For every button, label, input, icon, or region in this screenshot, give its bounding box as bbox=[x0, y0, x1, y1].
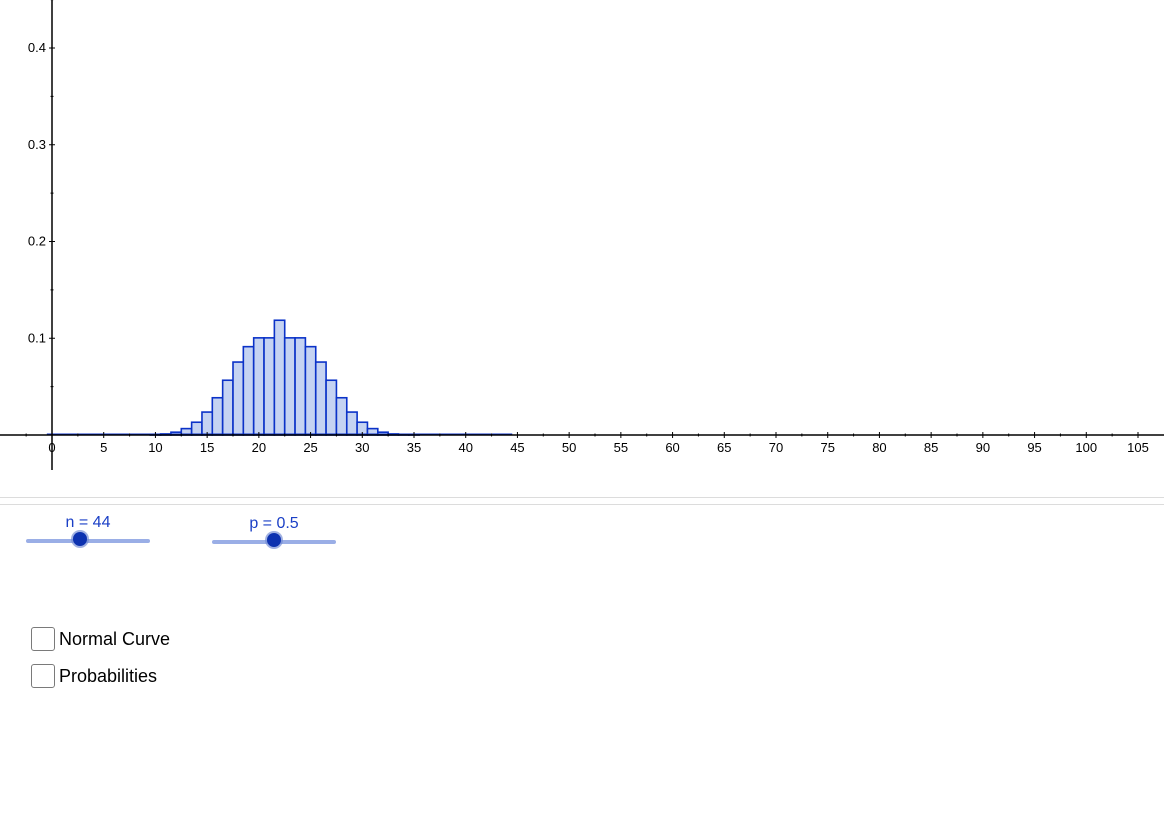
x-tick-label: 80 bbox=[872, 440, 886, 455]
histogram-bar bbox=[242, 345, 255, 436]
x-tick-label: 5 bbox=[100, 440, 107, 455]
axes: 0 5 10 15 20 25 30 35 40 45 50 55 60 65 70 75 80 85 90 95 10… bbox=[0, 0, 1164, 470]
x-tick-label: 0 bbox=[48, 440, 55, 455]
histogram-bar bbox=[263, 337, 276, 436]
x-tick-label: 65 bbox=[717, 440, 731, 455]
view-divider-bottom bbox=[0, 504, 1164, 505]
y-tick-label: 0.1 bbox=[28, 330, 46, 345]
histogram-bar bbox=[335, 396, 348, 436]
graphics-view[interactable]: 0 5 10 15 20 25 30 35 40 45 50 55 60 65 70 75 80 85 90 95 10… bbox=[0, 0, 1164, 470]
normal-curve-checkbox-row[interactable]: Normal Curve bbox=[31, 625, 170, 653]
histogram-bar bbox=[325, 379, 338, 436]
histogram-bar bbox=[283, 337, 296, 436]
slider-p-label: p = 0.5 bbox=[249, 515, 299, 532]
histogram-bar bbox=[345, 411, 358, 436]
histogram-bar bbox=[304, 345, 317, 436]
histogram-bar bbox=[314, 361, 327, 436]
histogram-bar bbox=[211, 396, 224, 436]
histogram-bar bbox=[273, 319, 286, 436]
slider-n-label: n = 44 bbox=[65, 514, 111, 531]
x-tick-label: 20 bbox=[252, 440, 266, 455]
histogram-bar bbox=[294, 337, 307, 436]
x-tick-label: 60 bbox=[665, 440, 679, 455]
slider-n-knob[interactable] bbox=[72, 532, 87, 546]
histogram-bar bbox=[190, 421, 203, 436]
slider-n-track[interactable] bbox=[26, 539, 150, 543]
y-tick-label: 0.3 bbox=[28, 137, 46, 152]
x-tick-label: 75 bbox=[820, 440, 834, 455]
y-tick-label: 0.4 bbox=[28, 40, 46, 55]
histogram-bar bbox=[252, 337, 265, 436]
x-tick-label: 50 bbox=[562, 440, 576, 455]
x-tick-label: 35 bbox=[407, 440, 421, 455]
x-tick-label: 100 bbox=[1075, 440, 1097, 455]
probabilities-checkbox-row[interactable]: Probabilities bbox=[31, 662, 157, 690]
slider-p-knob[interactable] bbox=[267, 533, 281, 547]
histogram-bars bbox=[46, 319, 513, 436]
normal-curve-label[interactable]: Normal Curve bbox=[59, 628, 171, 649]
x-tick-label: 95 bbox=[1027, 440, 1041, 455]
x-tick-label: 40 bbox=[458, 440, 472, 455]
x-tick-label: 85 bbox=[924, 440, 938, 455]
y-tick-label: 0.2 bbox=[28, 234, 46, 249]
x-tick-label: 10 bbox=[148, 440, 162, 455]
x-tick-label: 25 bbox=[303, 440, 317, 455]
probabilities-label[interactable]: Probabilities bbox=[59, 665, 158, 686]
x-tick-label: 70 bbox=[769, 440, 783, 455]
x-tick-label: 15 bbox=[200, 440, 214, 455]
histogram-bar bbox=[232, 361, 245, 436]
x-tick-label: 55 bbox=[614, 440, 628, 455]
histogram-bar bbox=[201, 411, 214, 436]
x-tick-label: 105 bbox=[1127, 440, 1149, 455]
normal-curve-checkbox[interactable] bbox=[31, 627, 55, 651]
histogram-bar bbox=[221, 379, 234, 436]
view-divider-top bbox=[0, 497, 1164, 498]
x-tick-label: 45 bbox=[510, 440, 524, 455]
probabilities-checkbox[interactable] bbox=[31, 664, 55, 688]
x-tick-label: 90 bbox=[976, 440, 990, 455]
x-tick-label: 30 bbox=[355, 440, 369, 455]
